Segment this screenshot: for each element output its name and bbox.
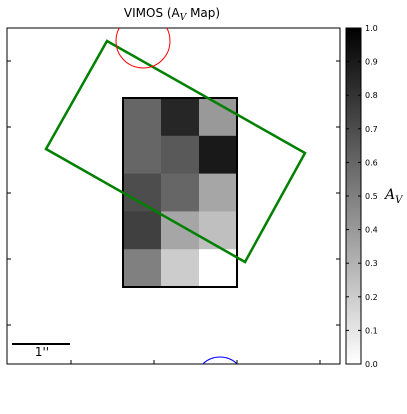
heatmap-cell-r2-c2 bbox=[199, 173, 238, 212]
heatmap-cell-r0-c0 bbox=[123, 98, 162, 137]
colorbar-tick-label: 0.7 bbox=[365, 125, 378, 134]
red-circle-overlay bbox=[115, 28, 171, 69]
scale-bar-label: 1'' bbox=[35, 345, 49, 359]
colorbar-tick-label: 0.8 bbox=[365, 91, 378, 100]
heatmap-cell-r2-c0 bbox=[123, 173, 162, 212]
heatmap-cell-r3-c0 bbox=[123, 211, 162, 250]
chart-title: VIMOS (AV Map) bbox=[124, 6, 220, 23]
heatmap-cell-r2-c1 bbox=[161, 173, 200, 212]
colorbar-tick-label: 0.3 bbox=[365, 259, 378, 268]
heatmap-cell-r3-c2 bbox=[199, 211, 238, 250]
heatmap-cell-r1-c1 bbox=[161, 135, 200, 175]
blue-circle-overlay bbox=[201, 356, 239, 364]
colorbar-tick-label: 0.4 bbox=[365, 226, 378, 235]
heatmap-cell-r1-c0 bbox=[123, 135, 162, 175]
heatmap-cell-r1-c2 bbox=[199, 135, 238, 175]
colorbar-tick-label: 0.1 bbox=[365, 326, 378, 335]
colorbar-tick-label: 0.5 bbox=[365, 192, 378, 201]
colorbar-tick-label: 0.9 bbox=[365, 58, 378, 67]
colorbar-tick-label: 1.0 bbox=[365, 24, 378, 33]
heatmap-cell-r4-c0 bbox=[123, 249, 162, 288]
heatmap-cell-r4-c1 bbox=[161, 249, 200, 288]
colorbar-tick-label: 0.0 bbox=[365, 360, 378, 369]
heatmap-cell-r0-c1 bbox=[161, 98, 200, 137]
colorbar-label: AV bbox=[383, 187, 404, 206]
heatmap-cells bbox=[123, 98, 238, 288]
heatmap-cell-r4-c2 bbox=[199, 249, 238, 288]
axis-ticks bbox=[7, 60, 340, 364]
colorbar-ticks: 0.0 0.1 0.2 0.3 0.4 0.5 0.6 0.7 0.8 0.9 1.0 bbox=[346, 24, 378, 369]
colorbar-tick-label: 0.2 bbox=[365, 293, 378, 302]
slit-rectangle-overlay bbox=[44, 39, 307, 264]
colorbar-tick-label: 0.6 bbox=[365, 158, 378, 167]
